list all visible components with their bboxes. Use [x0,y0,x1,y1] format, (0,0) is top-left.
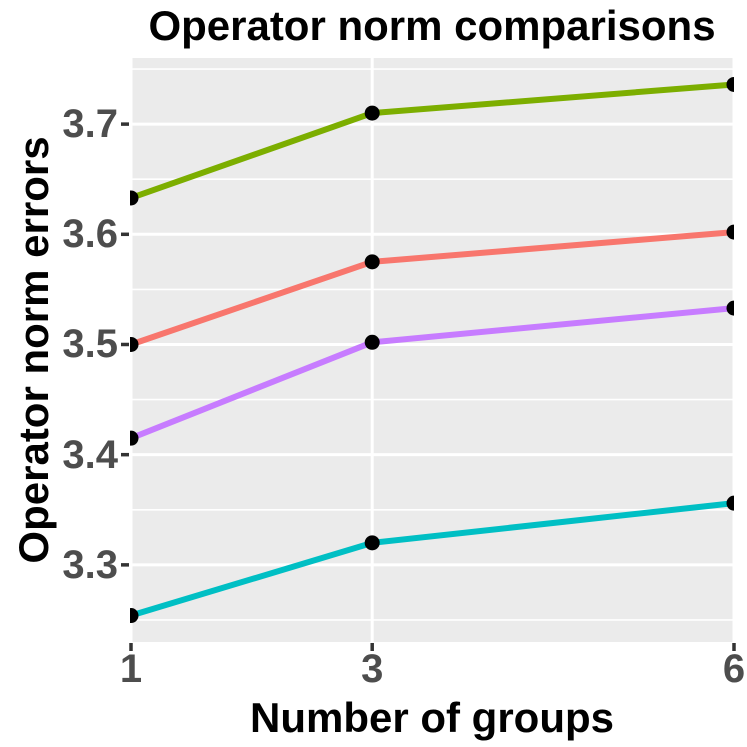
data-point-cyan [726,495,734,511]
y-tick-label: 3.6 [62,212,118,257]
panel-background [130,58,734,642]
data-point-green [130,190,139,206]
series-group [130,76,734,624]
data-point-cyan [130,608,139,624]
data-point-salmon [130,336,139,352]
x-tick-label: 1 [119,647,143,691]
y-tick-label: 3.3 [62,542,118,587]
data-point-green [364,105,380,121]
y-tick-label: 3.5 [62,322,118,367]
data-point-purple [130,430,139,446]
y-axis-title: Operator norm errors [10,136,57,564]
y-tick-label: 3.7 [62,102,118,147]
x-axis-title: Number of groups [250,694,614,741]
data-point-salmon [726,224,734,240]
data-point-green [726,76,734,92]
data-point-purple [726,300,734,316]
x-tick-label: 3 [361,647,384,691]
chart-title: Operator norm comparisons [148,2,716,49]
data-point-salmon [364,254,380,270]
y-tick-label: 3.4 [62,432,118,477]
x-tick-label: 6 [722,647,746,691]
data-point-cyan [364,535,380,551]
data-point-purple [364,334,380,350]
